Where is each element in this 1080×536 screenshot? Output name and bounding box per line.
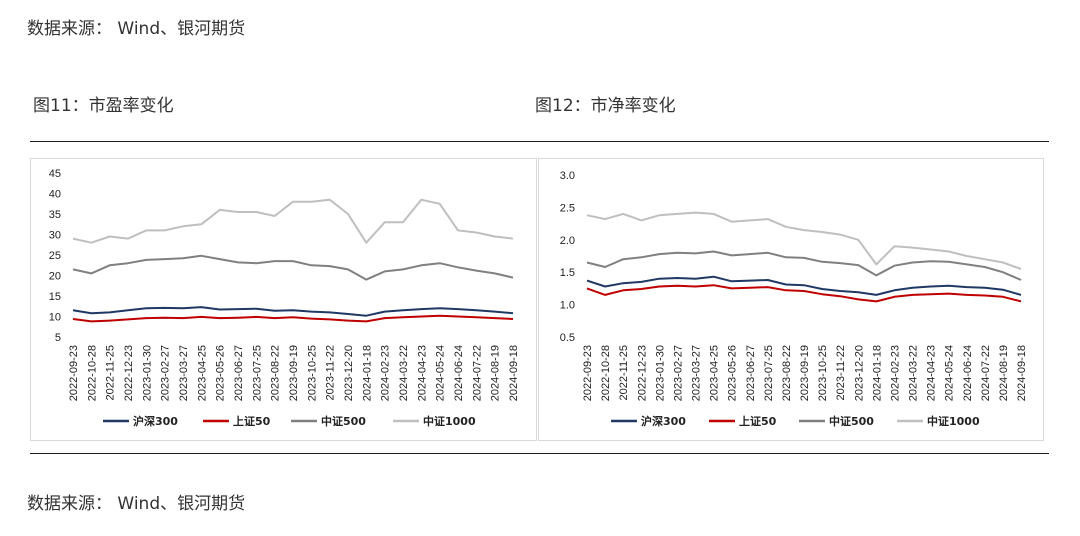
x-tick-label: 2024-04-23 (416, 345, 428, 401)
series-line (586, 250, 1022, 281)
source-note-bottom: 数据来源： Wind、银河期货 (27, 494, 246, 514)
x-tick-label: 2022-12-23 (636, 345, 648, 401)
legend-label: 中证500 (829, 414, 874, 428)
figure-12-title: 图12：市净率变化 (535, 96, 676, 116)
x-tick-label: 2023-08-22 (781, 345, 793, 401)
x-tick-label: 2023-11-22 (325, 345, 337, 400)
x-tick-label: 2023-02-27 (672, 345, 684, 401)
x-tick-label: 2022-11-25 (618, 345, 630, 400)
pb-chart-panel: 0.5 1.0 1.5 2.0 2.5 3.0 2022-09-23 2022-10-28 20… (538, 158, 1044, 441)
y-tick-label: 0.5 (560, 332, 575, 344)
x-tick-label: 2023-11-22 (835, 345, 847, 400)
x-tick-label: 2023-08-22 (270, 345, 282, 401)
y-tick-label: 15 (49, 291, 61, 303)
x-tick-label: 2023-07-25 (763, 345, 775, 401)
y-tick-label: 25 (49, 250, 61, 262)
y-tick-label: 1.5 (560, 267, 575, 279)
x-tick-label: 2023-04-25 (196, 345, 208, 401)
x-tick-label: 2022-09-23 (68, 345, 80, 401)
y-tick-label: 1.0 (560, 300, 575, 312)
series-line (586, 275, 1022, 296)
x-tick-label: 2024-07-22 (980, 345, 992, 401)
x-tick-label: 2024-02-23 (889, 345, 901, 401)
series-line (72, 306, 514, 317)
x-tick-label: 2023-01-30 (654, 345, 666, 401)
y-tick-label: 45 (49, 168, 61, 180)
x-tick-label: 2023-12-20 (853, 345, 865, 401)
x-tick-label: 2023-09-19 (799, 345, 811, 401)
top-divider (30, 141, 1049, 142)
x-tick-label: 2023-03-27 (178, 345, 190, 401)
legend-label: 中证1000 (927, 414, 980, 428)
y-tick-label: 35 (49, 209, 61, 221)
x-tick-label: 2023-05-26 (727, 345, 739, 401)
figure-11-title: 图11：市盈率变化 (33, 96, 174, 116)
x-tick-label: 2024-09-18 (508, 345, 520, 401)
y-tick-label: 20 (49, 271, 61, 283)
series-line (72, 314, 514, 323)
pe-ratio-chart: 5 10 15 20 25 30 35 40 45 2022-09-23 2022-10-28 202… (49, 168, 520, 428)
legend-label: 上证50 (739, 414, 777, 428)
source-note-top: 数据来源： Wind、银河期货 (27, 19, 246, 39)
x-tick-label: 2024-06-24 (962, 345, 974, 401)
x-tick-label: 2022-10-28 (600, 345, 612, 401)
y-tick-label: 10 (49, 312, 61, 324)
x-tick-label: 2023-06-27 (233, 345, 245, 401)
x-tick-label: 2024-03-22 (398, 345, 410, 401)
x-tick-label: 2024-03-22 (908, 345, 920, 401)
x-tick-label: 2024-07-22 (471, 345, 483, 401)
series-line (72, 254, 514, 281)
x-tick-label: 2024-01-18 (871, 345, 883, 401)
series-line (72, 198, 514, 244)
x-tick-label: 2024-02-23 (380, 345, 392, 401)
x-tick-label: 2024-08-19 (998, 345, 1010, 401)
series-line (586, 284, 1022, 303)
x-tick-label: 2022-10-28 (86, 345, 98, 401)
x-tick-label: 2023-12-20 (343, 345, 355, 401)
y-tick-label: 5 (55, 332, 61, 344)
x-tick-label: 2024-04-23 (926, 345, 938, 401)
x-tick-label: 2022-12-23 (123, 345, 135, 401)
legend-label: 上证50 (233, 414, 271, 428)
legend-label: 沪深300 (133, 414, 178, 428)
x-tick-label: 2024-05-24 (435, 345, 447, 401)
x-tick-label: 2024-05-24 (944, 345, 956, 401)
bottom-divider (30, 453, 1049, 454)
x-tick-label: 2024-09-18 (1016, 345, 1028, 401)
x-tick-label: 2023-04-25 (709, 345, 721, 401)
pb-ratio-chart: 0.5 1.0 1.5 2.0 2.5 3.0 2022-09-23 2022-10-28 20… (560, 170, 1028, 428)
x-tick-label: 2023-06-27 (745, 345, 757, 401)
x-tick-label: 2023-01-30 (141, 345, 153, 401)
x-tick-label: 2022-11-25 (105, 345, 117, 400)
x-tick-label: 2024-06-24 (453, 345, 465, 401)
x-tick-label: 2023-02-27 (160, 345, 172, 401)
legend-label: 中证1000 (423, 414, 476, 428)
x-tick-label: 2023-09-19 (288, 345, 300, 401)
y-tick-label: 2.5 (560, 202, 575, 214)
x-tick-label: 2024-08-19 (490, 345, 502, 401)
x-tick-label: 2023-03-27 (691, 345, 703, 401)
y-tick-label: 40 (49, 189, 61, 201)
x-tick-label: 2023-10-25 (817, 345, 829, 401)
y-tick-label: 3.0 (560, 170, 575, 182)
y-tick-label: 30 (49, 230, 61, 242)
pe-chart-panel: 5 10 15 20 25 30 35 40 45 2022-09-23 2022-10-28 202… (30, 158, 537, 441)
legend-label: 中证500 (321, 414, 366, 428)
x-tick-label: 2024-01-18 (361, 345, 373, 401)
x-tick-label: 2023-05-26 (215, 345, 227, 401)
series-line (586, 211, 1022, 270)
x-tick-label: 2023-07-25 (251, 345, 263, 401)
x-tick-label: 2023-10-25 (306, 345, 318, 401)
legend-label: 沪深300 (641, 414, 686, 428)
x-tick-label: 2022-09-23 (582, 345, 594, 401)
y-tick-label: 2.0 (560, 235, 575, 247)
